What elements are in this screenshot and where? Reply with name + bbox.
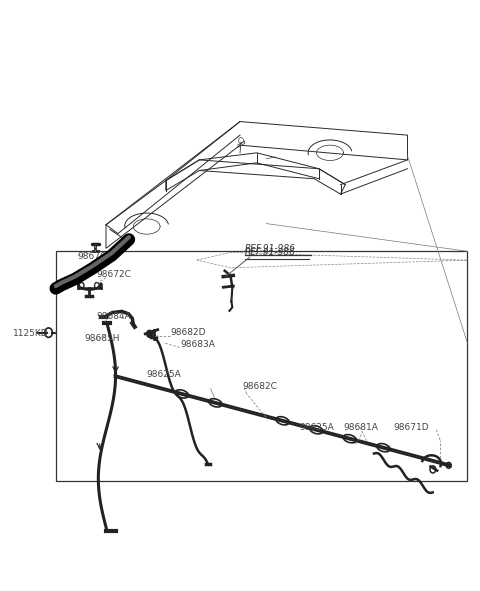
Circle shape (147, 330, 153, 337)
Text: REF.91-986: REF.91-986 (245, 248, 296, 257)
Text: 98670C: 98670C (77, 252, 112, 261)
Text: 98672C: 98672C (96, 270, 132, 279)
Text: 98682C: 98682C (242, 382, 277, 391)
Text: REF.91-986: REF.91-986 (245, 244, 296, 253)
Bar (56, 251, 468, 481)
Text: 98625A: 98625A (147, 370, 181, 379)
Text: 98683A: 98683A (180, 340, 215, 349)
Text: 98685H: 98685H (84, 334, 120, 343)
Text: 98671D: 98671D (393, 423, 429, 432)
Text: 98681A: 98681A (343, 423, 378, 432)
Text: 98625A: 98625A (300, 423, 335, 432)
Text: 98684A: 98684A (96, 313, 131, 322)
Text: 98682D: 98682D (170, 328, 206, 337)
Text: 1125KD: 1125KD (12, 329, 48, 338)
